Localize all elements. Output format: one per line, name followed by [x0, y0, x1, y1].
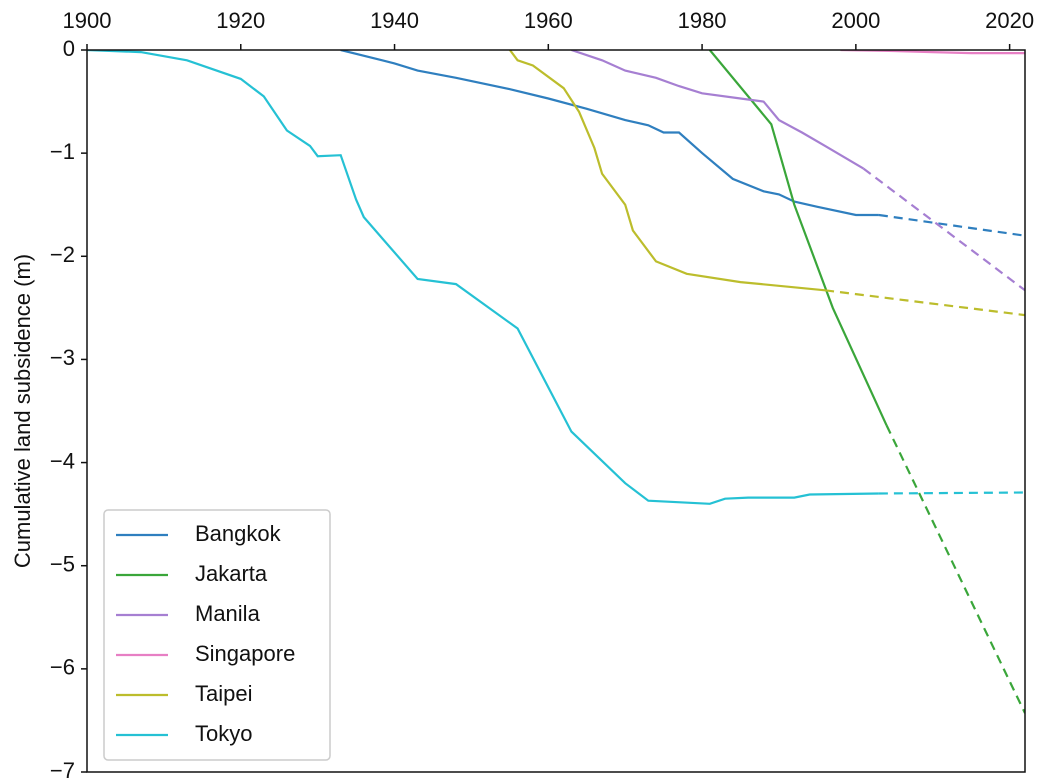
projection-line	[862, 167, 1025, 292]
projection-line	[885, 424, 1025, 714]
x-tick-label: 2000	[831, 8, 880, 33]
y-tick-label: −6	[50, 655, 75, 680]
y-tick-label: −4	[50, 448, 75, 473]
projection-line	[878, 491, 1025, 495]
line	[87, 50, 879, 505]
projection-line	[878, 213, 1025, 237]
y-tick-label: −1	[50, 139, 75, 164]
legend-label: Manila	[195, 601, 261, 626]
y-tick-label: −3	[50, 345, 75, 370]
legend-label: Bangkok	[195, 521, 282, 546]
line	[708, 50, 888, 426]
y-tick-label: 0	[63, 36, 75, 61]
y-tick-label: −2	[50, 242, 75, 267]
legend-label: Jakarta	[195, 561, 268, 586]
x-tick-label: 1920	[216, 8, 265, 33]
x-tick-label: 1900	[63, 8, 112, 33]
line	[509, 50, 826, 292]
y-tick-label: −5	[50, 552, 75, 577]
x-tick-label: 1980	[678, 8, 727, 33]
legend-label: Tokyo	[195, 721, 252, 746]
legend-box	[103, 509, 331, 761]
plot-frame	[86, 49, 1026, 773]
x-tick-label: 2020	[985, 8, 1034, 33]
x-tick-label: 1960	[524, 8, 573, 33]
projection-line	[824, 289, 1025, 317]
y-axis-label: Cumulative land subsidence (m)	[10, 254, 35, 568]
legend-label: Taipei	[195, 681, 252, 706]
y-tick-label: −7	[50, 758, 75, 783]
legend-label: Singapore	[195, 641, 295, 666]
line	[340, 50, 879, 217]
x-tick-label: 1940	[370, 8, 419, 33]
line	[571, 50, 865, 170]
